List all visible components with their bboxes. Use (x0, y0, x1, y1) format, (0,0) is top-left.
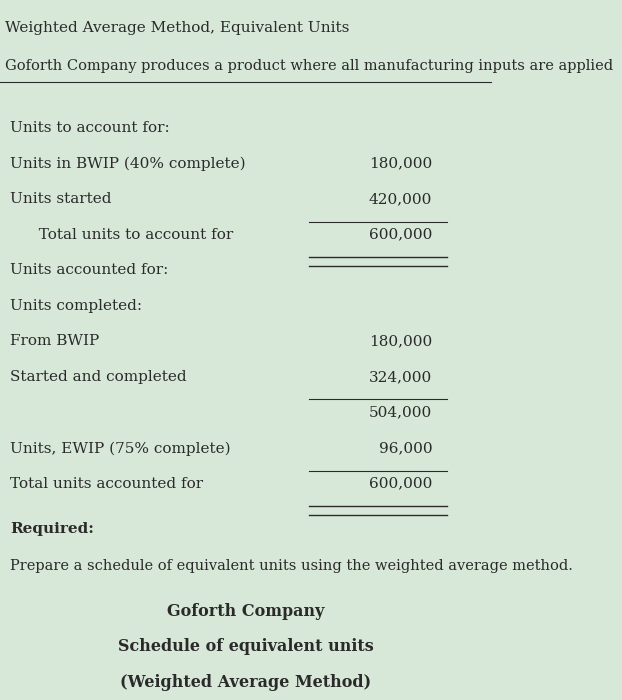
Text: Goforth Company: Goforth Company (167, 603, 324, 620)
Text: Weighted Average Method, Equivalent Units: Weighted Average Method, Equivalent Unit… (5, 21, 350, 35)
Text: Total units to account for: Total units to account for (29, 228, 234, 241)
Text: Started and completed: Started and completed (10, 370, 187, 384)
Text: Units to account for:: Units to account for: (10, 121, 170, 135)
Text: Required:: Required: (10, 522, 94, 536)
Text: Units in BWIP (40% complete): Units in BWIP (40% complete) (10, 156, 246, 171)
Text: 504,000: 504,000 (369, 405, 432, 419)
Text: Prepare a schedule of equivalent units using the weighted average method.: Prepare a schedule of equivalent units u… (10, 559, 573, 573)
Text: Schedule of equivalent units: Schedule of equivalent units (118, 638, 373, 655)
Text: Goforth Company produces a product where all manufacturing inputs are applied: Goforth Company produces a product where… (5, 60, 613, 74)
Text: 180,000: 180,000 (369, 335, 432, 349)
Text: 180,000: 180,000 (369, 156, 432, 170)
Text: 420,000: 420,000 (369, 192, 432, 206)
Text: Units started: Units started (10, 192, 111, 206)
Text: Units, EWIP (75% complete): Units, EWIP (75% complete) (10, 441, 230, 456)
Text: From BWIP: From BWIP (10, 335, 99, 349)
Text: 600,000: 600,000 (369, 477, 432, 491)
Text: Units completed:: Units completed: (10, 299, 142, 313)
Text: 600,000: 600,000 (369, 228, 432, 241)
Text: 96,000: 96,000 (379, 441, 432, 455)
Text: (Weighted Average Method): (Weighted Average Method) (120, 674, 371, 691)
Text: Units accounted for:: Units accounted for: (10, 263, 168, 277)
Text: Total units accounted for: Total units accounted for (10, 477, 203, 491)
Text: 324,000: 324,000 (369, 370, 432, 384)
